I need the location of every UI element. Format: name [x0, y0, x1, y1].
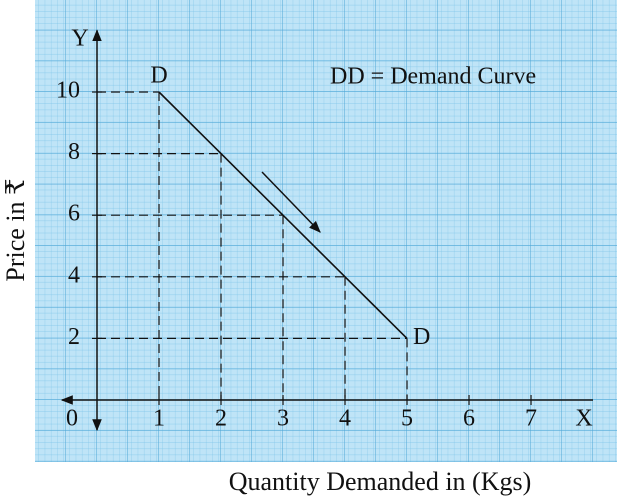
direction-arrow: [261, 171, 321, 233]
y-tick-label: 4: [68, 262, 80, 288]
origin-label: 0: [66, 406, 78, 432]
demand-line: [158, 91, 408, 339]
chart-title: DD = Demand Curve: [330, 64, 536, 90]
x-tick-label: 5: [401, 406, 413, 432]
x-tick-label: 4: [339, 406, 351, 432]
x-tick-label: 6: [463, 406, 475, 432]
y-axis-label: Price in ₹: [1, 178, 30, 281]
point-label: D: [150, 63, 167, 89]
y-tick-label: 10: [56, 78, 80, 104]
y-axis-name: Y: [71, 26, 88, 52]
y-tick-label: 8: [68, 139, 80, 165]
x-tick-label: 3: [277, 406, 289, 432]
x-tick-label: 1: [153, 406, 165, 432]
y-tick-label: 6: [68, 201, 80, 227]
x-tick-label: 2: [215, 406, 227, 432]
grid: [35, 0, 617, 462]
x-tick-label: 7: [525, 406, 537, 432]
x-axis-name: X: [575, 406, 592, 432]
point-label: D: [413, 324, 430, 350]
x-axis-label: Quantity Demanded in (Kgs): [229, 467, 532, 496]
y-tick-label: 2: [68, 324, 80, 350]
